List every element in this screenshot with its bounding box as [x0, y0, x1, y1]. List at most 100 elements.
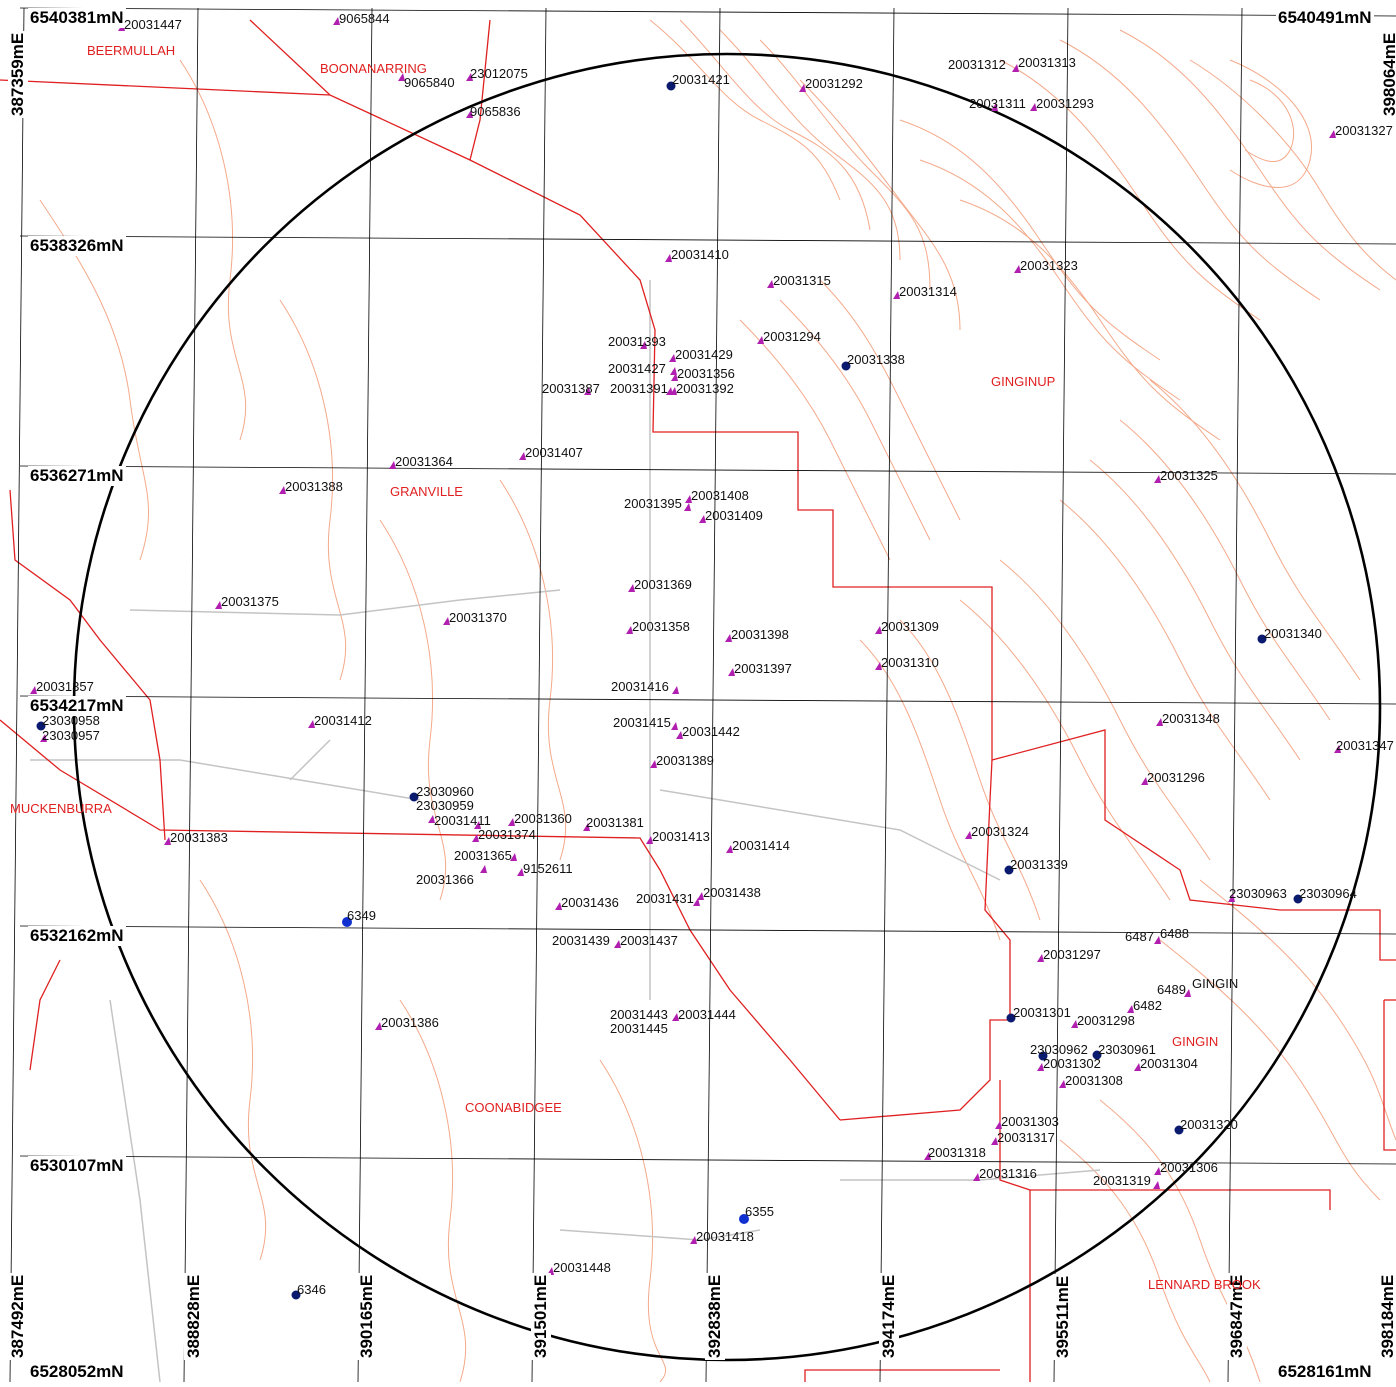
bore-triangle-marker[interactable] — [428, 815, 435, 823]
bore-triangle-marker[interactable] — [375, 1022, 382, 1030]
bore-triangle-marker[interactable] — [474, 821, 481, 829]
bore-dot-marker[interactable] — [841, 361, 851, 371]
bore-triangle-marker[interactable] — [699, 515, 706, 523]
northing-label: 6534217mN — [28, 696, 126, 716]
bore-dot-marker[interactable] — [1006, 1013, 1016, 1023]
bore-triangle-marker[interactable] — [685, 495, 692, 503]
bore-triangle-marker[interactable] — [665, 254, 672, 262]
bore-dot-marker[interactable] — [1092, 1050, 1102, 1060]
bore-triangle-marker[interactable] — [472, 834, 479, 842]
bore-id-label: 23030961 — [1098, 1042, 1156, 1057]
bore-triangle-marker[interactable] — [1030, 103, 1037, 111]
bore-triangle-marker[interactable] — [973, 1173, 980, 1181]
bore-id-label: 23030957 — [42, 728, 100, 743]
bore-triangle-marker[interactable] — [1156, 718, 1163, 726]
bore-triangle-marker[interactable] — [1329, 130, 1336, 138]
bore-triangle-marker[interactable] — [669, 354, 676, 362]
bore-triangle-marker[interactable] — [389, 461, 396, 469]
bore-triangle-marker[interactable] — [672, 1013, 679, 1021]
bore-dot-marker[interactable] — [291, 1290, 301, 1300]
bore-triangle-marker[interactable] — [1154, 936, 1161, 944]
bore-triangle-marker[interactable] — [875, 662, 882, 670]
bore-triangle-marker[interactable] — [799, 84, 806, 92]
bore-triangle-marker[interactable] — [672, 686, 679, 694]
bore-triangle-marker[interactable] — [991, 103, 998, 111]
bore-triangle-marker[interactable] — [279, 486, 286, 494]
bore-triangle-marker[interactable] — [1154, 1167, 1161, 1175]
bore-triangle-marker[interactable] — [215, 601, 222, 609]
bore-triangle-marker[interactable] — [510, 853, 517, 861]
bore-id-label: 6489 — [1157, 982, 1186, 997]
bore-triangle-marker[interactable] — [398, 73, 405, 81]
bore-triangle-marker[interactable] — [1184, 989, 1191, 997]
bore-triangle-marker[interactable] — [640, 341, 647, 349]
bore-triangle-marker[interactable] — [164, 837, 171, 845]
bore-triangle-marker[interactable] — [1071, 1020, 1078, 1028]
bore-triangle-marker[interactable] — [646, 836, 653, 844]
bore-triangle-marker[interactable] — [308, 720, 315, 728]
bore-triangle-marker[interactable] — [466, 110, 473, 118]
bore-triangle-marker[interactable] — [684, 503, 691, 511]
bore-triangle-marker[interactable] — [671, 373, 678, 381]
bore-triangle-marker[interactable] — [725, 634, 732, 642]
bore-triangle-marker[interactable] — [991, 1137, 998, 1145]
bore-triangle-marker[interactable] — [1127, 1005, 1134, 1013]
bore-dot-marker[interactable] — [1257, 634, 1267, 644]
bore-triangle-marker[interactable] — [1037, 1063, 1044, 1071]
bore-triangle-marker[interactable] — [628, 584, 635, 592]
bore-triangle-marker[interactable] — [1014, 265, 1021, 273]
bore-id-label: 20031325 — [1160, 468, 1218, 483]
bore-triangle-marker[interactable] — [480, 865, 487, 873]
bore-triangle-marker[interactable] — [728, 668, 735, 676]
bore-triangle-marker[interactable] — [517, 868, 524, 876]
easting-label: 398064mE — [1380, 30, 1396, 118]
bore-triangle-marker[interactable] — [965, 831, 972, 839]
bore-triangle-marker[interactable] — [690, 1236, 697, 1244]
bore-triangle-marker[interactable] — [1037, 954, 1044, 962]
bore-triangle-marker[interactable] — [1153, 1181, 1160, 1189]
bore-triangle-marker[interactable] — [1134, 1063, 1141, 1071]
bore-triangle-marker[interactable] — [584, 387, 591, 395]
bore-dot-marker[interactable] — [409, 792, 419, 802]
bore-triangle-marker[interactable] — [555, 902, 562, 910]
bore-triangle-marker[interactable] — [924, 1152, 931, 1160]
bore-dot-marker[interactable] — [1004, 865, 1014, 875]
bore-triangle-marker[interactable] — [893, 291, 900, 299]
bore-dot-marker[interactable] — [666, 81, 676, 91]
bore-triangle-marker[interactable] — [40, 734, 47, 742]
bore-triangle-marker[interactable] — [767, 280, 774, 288]
bore-triangle-marker[interactable] — [466, 73, 473, 81]
bore-dot-marker[interactable] — [1174, 1125, 1184, 1135]
bore-triangle-marker[interactable] — [1334, 745, 1341, 753]
bore-triangle-marker[interactable] — [875, 626, 882, 634]
bore-triangle-marker[interactable] — [519, 452, 526, 460]
bore-id-label: 20031302 — [1043, 1056, 1101, 1071]
bore-triangle-marker[interactable] — [30, 686, 37, 694]
bore-triangle-marker[interactable] — [697, 892, 704, 900]
bore-triangle-marker[interactable] — [333, 17, 340, 25]
bore-triangle-marker[interactable] — [676, 731, 683, 739]
bore-triangle-marker[interactable] — [1228, 894, 1235, 902]
bore-triangle-marker[interactable] — [1059, 1080, 1066, 1088]
bore-triangle-marker[interactable] — [1141, 777, 1148, 785]
bore-triangle-marker[interactable] — [726, 845, 733, 853]
bore-triangle-marker[interactable] — [508, 818, 515, 826]
bore-triangle-marker[interactable] — [650, 760, 657, 768]
bore-triangle-marker[interactable] — [670, 367, 677, 375]
bore-triangle-marker[interactable] — [583, 823, 590, 831]
bore-triangle-marker[interactable] — [671, 722, 678, 730]
bore-triangle-marker[interactable] — [626, 626, 633, 634]
bore-dot-marker[interactable] — [342, 917, 352, 927]
bore-dot-marker[interactable] — [1038, 1051, 1048, 1061]
bore-triangle-marker[interactable] — [1012, 64, 1019, 72]
bore-triangle-marker[interactable] — [757, 336, 764, 344]
bore-triangle-marker[interactable] — [614, 940, 621, 948]
bore-triangle-marker[interactable] — [1154, 475, 1161, 483]
bore-triangle-marker[interactable] — [670, 387, 677, 395]
bore-triangle-marker[interactable] — [443, 617, 450, 625]
bore-dot-marker[interactable] — [36, 721, 46, 731]
bore-triangle-marker[interactable] — [995, 1121, 1002, 1129]
bore-dot-marker[interactable] — [1293, 894, 1303, 904]
bore-dot-marker[interactable] — [739, 1214, 749, 1224]
